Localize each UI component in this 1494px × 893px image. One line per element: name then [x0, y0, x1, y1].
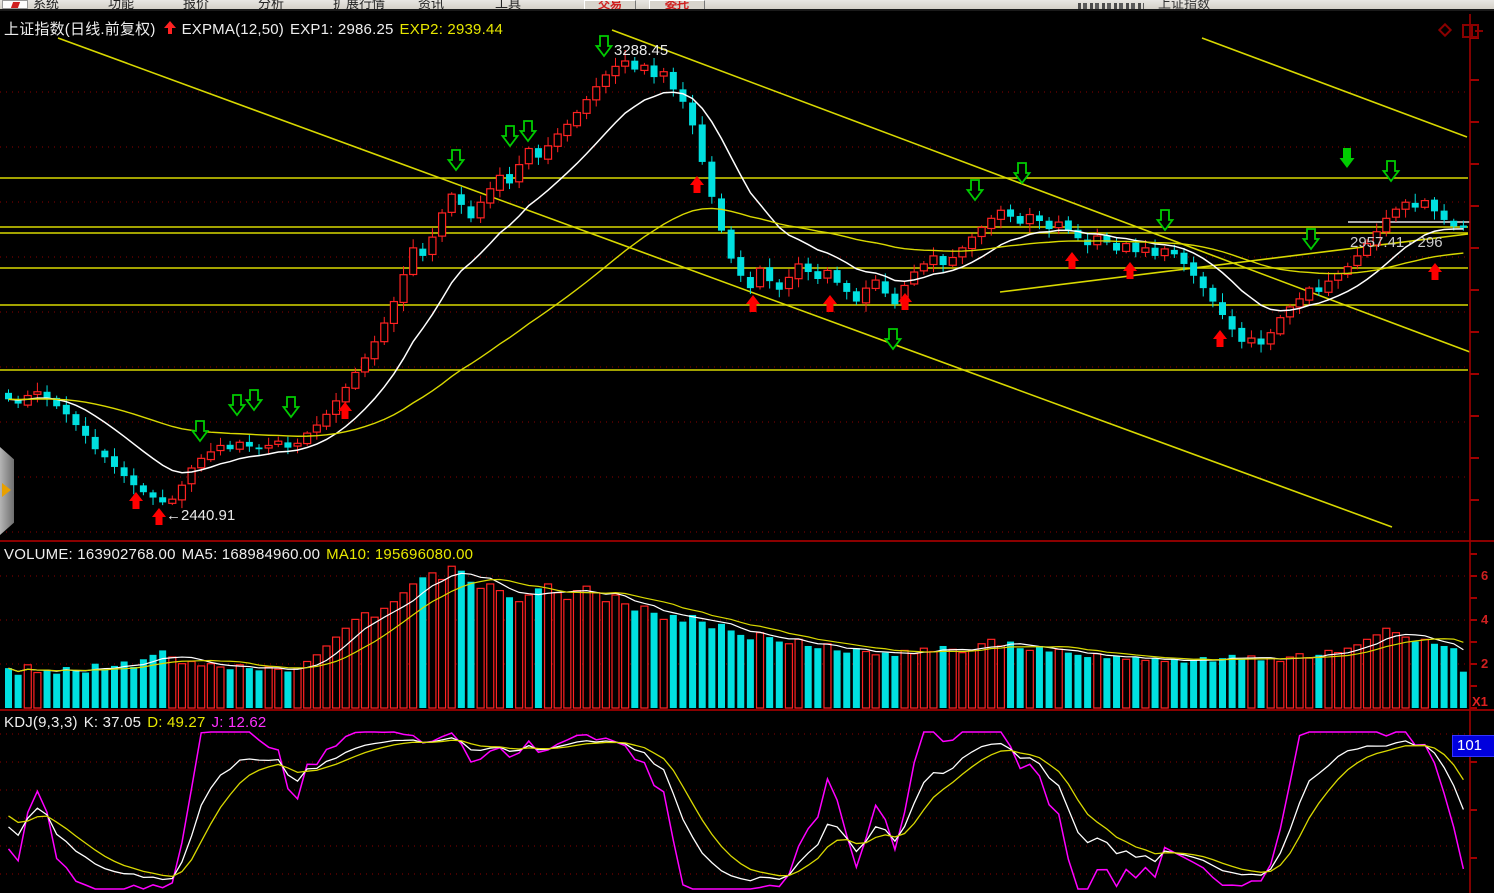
- symbol-title: 上证指数(日线.前复权): [4, 21, 156, 38]
- trend-lines: [57, 29, 1471, 528]
- sell-arrow-icon: [446, 149, 466, 172]
- sell-arrow-icon: [594, 35, 614, 58]
- sell-arrow-solid-icon: [1339, 148, 1355, 168]
- volume-ma10: MA10: 195696080.00: [326, 546, 474, 563]
- menu-item-4[interactable]: 扩展行情: [333, 0, 386, 11]
- sell-arrow-icon: [518, 120, 538, 143]
- menu-item-1[interactable]: 功能: [108, 0, 135, 11]
- volume-scale-label: X1: [1472, 694, 1488, 709]
- kdj-k-line: [8, 737, 1464, 882]
- kdj-title[interactable]: KDJ(9,3,3): [4, 714, 78, 731]
- up-arrow-icon: [163, 21, 176, 34]
- buy-arrow-icon: [1213, 330, 1227, 347]
- app-logo-icon[interactable]: [2, 0, 28, 9]
- volume-ma5-line: [8, 572, 1464, 673]
- buy-arrow-icon: [152, 508, 166, 525]
- peak-price-annotation: 3288.45: [614, 42, 669, 59]
- buy-arrow-icon: [823, 295, 837, 312]
- kdj-j-line: [7, 731, 1465, 890]
- menu-item-5[interactable]: 资讯: [418, 0, 445, 11]
- sell-arrow-icon: [190, 420, 210, 443]
- window-title-clipped: [1078, 3, 1144, 9]
- sell-arrow-icon: [227, 394, 247, 417]
- volume-panel-header: VOLUME: 163902768.00 MA5: 168984960.00 MA1…: [4, 546, 479, 563]
- sell-arrow-icon: [965, 179, 985, 202]
- buy-arrow-icon: [1065, 252, 1079, 269]
- candlesticks: [5, 50, 1467, 509]
- exp2-line: [8, 207, 1464, 437]
- vol-axis-label-6: 6: [1481, 568, 1489, 583]
- price-panel-header: 上证指数(日线.前复权) EXPMA(12,50) EXP1: 2986.25 EXP…: [4, 18, 509, 39]
- buy-arrow-icon: [898, 293, 912, 310]
- signal-arrows: [129, 35, 1442, 525]
- kdj-d-line: [8, 739, 1464, 878]
- kdj-d-value: D: 49.27: [147, 714, 206, 731]
- buy-arrow-icon: [338, 402, 352, 419]
- range-price-annotation: 2957.41 - 296: [1350, 234, 1443, 251]
- exp2-value: EXP2: 2939.44: [399, 21, 504, 38]
- buy-arrow-icon: [690, 176, 704, 193]
- kdj-k-value: K: 37.05: [83, 714, 142, 731]
- menu-red-button-1[interactable]: 委托: [649, 0, 705, 9]
- expand-arrow-icon: [2, 483, 11, 497]
- indicator-name[interactable]: EXPMA(12,50): [181, 21, 285, 38]
- kdj-scale-badge: 101: [1452, 735, 1494, 757]
- menu-item-2[interactable]: 报价: [183, 0, 210, 11]
- vol-axis-label-4: 4: [1481, 612, 1489, 627]
- exp1-line: [8, 91, 1464, 474]
- window-layout-icon[interactable]: [1462, 24, 1483, 38]
- low-price-annotation: ←2440.91: [166, 507, 236, 524]
- grid-lines: [0, 91, 1470, 875]
- vol-axis-label-2: 2: [1481, 656, 1489, 671]
- sell-arrow-icon: [281, 396, 301, 419]
- menu-bar: 系统 功能 报价 分析 扩展行情 资讯 工具 交易 委托 上证指数: [0, 0, 1494, 11]
- menu-item-3[interactable]: 分析: [258, 0, 285, 11]
- sell-arrow-icon: [883, 328, 903, 351]
- sell-arrow-icon: [1381, 160, 1401, 183]
- sell-arrow-icon: [1301, 228, 1321, 251]
- sell-arrow-icon: [244, 389, 264, 412]
- buy-arrow-icon: [746, 295, 760, 312]
- sell-arrow-icon: [1155, 209, 1175, 232]
- volume-bars: [5, 565, 1467, 709]
- sell-arrow-icon: [1012, 162, 1032, 185]
- menu-red-button-0[interactable]: 交易: [584, 0, 636, 9]
- volume-value: VOLUME: 163902768.00: [4, 546, 176, 563]
- buy-arrow-icon: [1428, 263, 1442, 280]
- volume-ma5: MA5: 168984960.00: [181, 546, 321, 563]
- kdj-panel-header: KDJ(9,3,3) K: 37.05 D: 49.27 J: 12.62: [4, 714, 272, 731]
- window-title: 上证指数: [1158, 0, 1211, 11]
- axes: [0, 14, 1494, 893]
- buy-arrow-icon: [1123, 262, 1137, 279]
- exp1-value: EXP1: 2986.25: [290, 21, 394, 38]
- sell-arrow-icon: [500, 125, 520, 148]
- buy-arrow-icon: [129, 492, 143, 509]
- volume-ma10-line: [8, 578, 1464, 673]
- sidebar-expand-handle[interactable]: [0, 447, 14, 535]
- menu-item-0[interactable]: 系统: [33, 0, 60, 11]
- kdj-j-value: J: 12.62: [211, 714, 267, 731]
- menu-item-6[interactable]: 工具: [495, 0, 522, 11]
